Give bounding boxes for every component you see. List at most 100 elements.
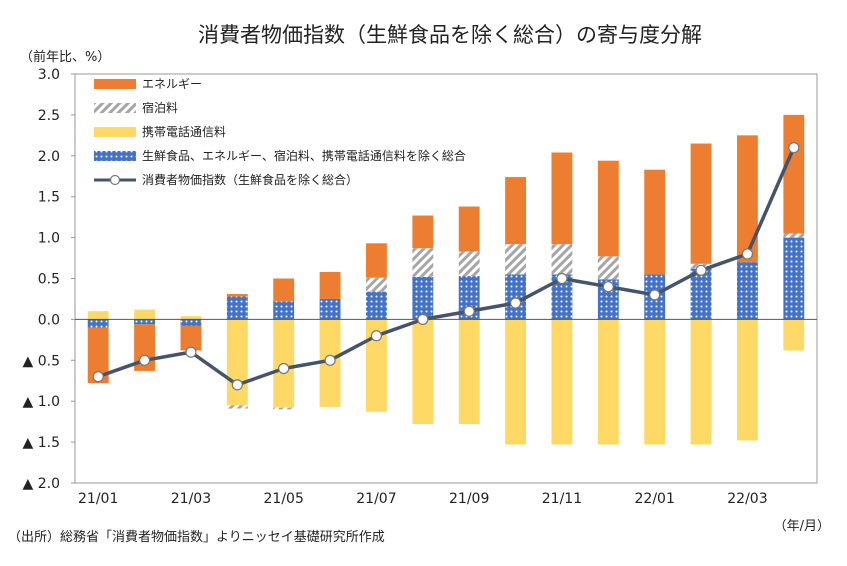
- bar-segment: [226, 405, 248, 409]
- y-tick-label: 0.5: [38, 272, 60, 288]
- legend-label: 消費者物価指数（生鮮食品を除く総合）: [142, 172, 358, 187]
- bar-segment: [458, 206, 480, 252]
- cpi-point: [92, 371, 104, 383]
- bar-segment: [366, 319, 387, 412]
- cpi-point: [695, 264, 707, 276]
- y-tick-label: 0.0: [38, 312, 60, 328]
- bar-segment: [783, 233, 805, 238]
- bar-segment: [737, 262, 758, 320]
- chart-title: 消費者物価指数（生鮮食品を除く総合）の寄与度分解: [198, 23, 702, 47]
- legend-swatch: [94, 103, 136, 113]
- x-tick-label: 21/01: [78, 491, 118, 507]
- bar-segment: [134, 309, 155, 320]
- bar-segment: [87, 327, 109, 384]
- bar-segment: [412, 319, 434, 425]
- legend-swatch: [94, 79, 136, 89]
- legend-label: エネルギー: [142, 77, 202, 91]
- cpi-point: [556, 272, 568, 285]
- bar-segment: [412, 276, 434, 320]
- cpi-point: [602, 281, 614, 293]
- bar-segment: [644, 169, 666, 275]
- y-tick-label: ▲ 1.5: [23, 435, 60, 451]
- bar-segment: [366, 277, 387, 292]
- y-axis-label: （前年比、%）: [20, 49, 110, 65]
- cpi-point: [324, 354, 336, 366]
- x-tick-label: 21/09: [449, 491, 489, 507]
- bar-segment: [597, 160, 619, 257]
- cpi-point: [417, 313, 429, 325]
- axis-layer: 3.0 2.5 2.0 1.5 1.0 0.5 0.0 ▲ 0.5 ▲ 1.0 ▲ 1.5 ▲ 2.…: [23, 67, 817, 507]
- cpi-line: [97, 146, 796, 387]
- x-axis-label: （年/月）: [774, 519, 830, 534]
- bar-segment: [134, 319, 155, 325]
- legend-label: 宿泊料: [142, 100, 178, 115]
- cpi-point: [788, 142, 800, 154]
- bar-segment: [690, 319, 712, 445]
- bar-segment: [273, 407, 295, 410]
- cpi-point: [509, 297, 522, 309]
- bar-segment: [87, 311, 109, 320]
- bar-segment: [690, 268, 712, 320]
- y-tick-label: ▲ 2.0: [23, 476, 60, 492]
- cpi-point: [231, 379, 243, 391]
- bar-segment: [180, 319, 202, 326]
- legend-swatch: [94, 127, 136, 137]
- cpi-point: [370, 330, 383, 342]
- bar-segment: [273, 278, 295, 302]
- bar-segment: [551, 152, 573, 245]
- x-tick-label: 21/03: [171, 491, 211, 507]
- cpi-point: [649, 289, 661, 301]
- legend-swatch: [94, 151, 136, 161]
- cpi-point: [741, 248, 754, 260]
- y-tick-label: 1.0: [38, 231, 60, 247]
- bar-segment: [597, 256, 619, 280]
- bar-segment: [458, 319, 480, 425]
- bar-segment: [412, 215, 434, 249]
- bars-layer: [87, 114, 805, 445]
- bar-segment: [412, 248, 434, 277]
- bar-segment: [226, 294, 248, 297]
- cpi-point: [138, 354, 151, 366]
- x-tick-label: 22/01: [635, 491, 675, 507]
- bar-segment: [87, 319, 109, 328]
- y-tick-label: 3.0: [38, 67, 60, 83]
- bar-segment: [319, 298, 341, 320]
- bar-segment: [226, 319, 248, 406]
- bar-segment: [180, 325, 202, 351]
- bar-segment: [226, 296, 248, 320]
- x-tick-label: 21/07: [356, 491, 396, 507]
- bar-segment: [783, 237, 805, 320]
- source-note: （出所）総務省「消費者物価指数」よりニッセイ基礎研究所作成: [8, 530, 385, 545]
- bar-segment: [505, 177, 526, 245]
- y-tick-label: 2.5: [38, 108, 60, 124]
- cpi-point: [278, 362, 290, 375]
- cpi-point: [185, 346, 197, 358]
- legend: エネルギー宿泊料携帯電話通信料生鮮食品、エネルギー、宿泊料、携帯電話通信料を除く…: [94, 77, 466, 187]
- x-tick-label: 21/11: [542, 491, 582, 507]
- y-tick-label: 2.0: [38, 149, 60, 165]
- bar-segment: [783, 319, 805, 351]
- bar-segment: [319, 271, 341, 299]
- bar-segment: [366, 291, 387, 320]
- x-tick-label: 21/05: [264, 491, 304, 507]
- bar-segment: [783, 114, 805, 234]
- y-tick-label: ▲ 1.0: [23, 394, 60, 410]
- cpi-point: [463, 305, 475, 317]
- bar-segment: [551, 244, 573, 275]
- bar-segment: [551, 274, 573, 320]
- bar-segment: [366, 243, 387, 278]
- bar-segment: [505, 319, 526, 445]
- x-tick-label: 22/03: [727, 491, 767, 507]
- y-tick-label: ▲ 0.5: [23, 353, 60, 369]
- bar-segment: [458, 251, 480, 277]
- legend-marker: [109, 174, 121, 186]
- line-layer: [92, 142, 800, 391]
- bar-segment: [737, 319, 758, 441]
- bar-segment: [551, 319, 573, 445]
- bar-segment: [180, 316, 202, 320]
- bar-segment: [505, 274, 526, 320]
- bar-segment: [273, 301, 295, 320]
- y-tick-label: 1.5: [38, 190, 60, 206]
